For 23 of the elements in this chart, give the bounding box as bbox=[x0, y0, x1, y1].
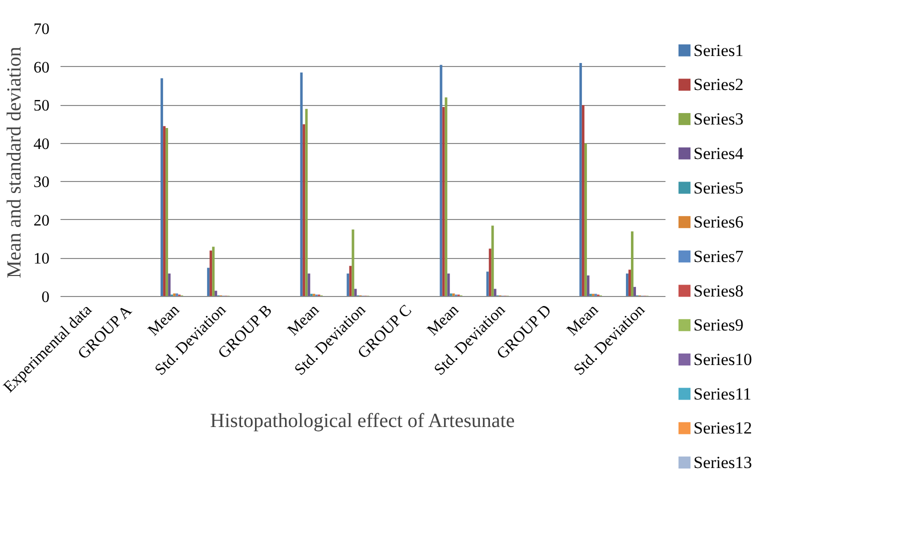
legend-label: Series9 bbox=[694, 316, 744, 335]
legend-label: Series1 bbox=[694, 40, 744, 60]
y-tick-label: 50 bbox=[34, 98, 50, 115]
y-tick-label: 0 bbox=[42, 289, 50, 306]
y-tick-label: 60 bbox=[34, 59, 50, 76]
legend-label: Series4 bbox=[694, 144, 744, 163]
y-tick-label: 20 bbox=[34, 212, 50, 230]
x-axis-title: Histopathological effect of Artesunate bbox=[210, 410, 515, 432]
legend-label: Series2 bbox=[694, 75, 744, 94]
y-tick-label: 40 bbox=[34, 136, 50, 153]
legend-label: Series5 bbox=[694, 178, 744, 198]
y-tick-label: 70 bbox=[34, 21, 50, 38]
y-tick-label: 10 bbox=[34, 250, 50, 268]
y-tick-label: 30 bbox=[34, 174, 50, 192]
legend-label: Series3 bbox=[694, 110, 744, 129]
legend-label: Series7 bbox=[694, 246, 744, 266]
legend-label: Series11 bbox=[694, 384, 752, 404]
legend-label: Series13 bbox=[694, 453, 752, 472]
legend-label: Series8 bbox=[694, 281, 744, 300]
legend-label: Series6 bbox=[694, 212, 744, 232]
legend-label: Series10 bbox=[694, 350, 752, 369]
y-axis-title: Mean and standard deviation bbox=[4, 46, 26, 278]
legend-label: Series12 bbox=[694, 418, 752, 438]
